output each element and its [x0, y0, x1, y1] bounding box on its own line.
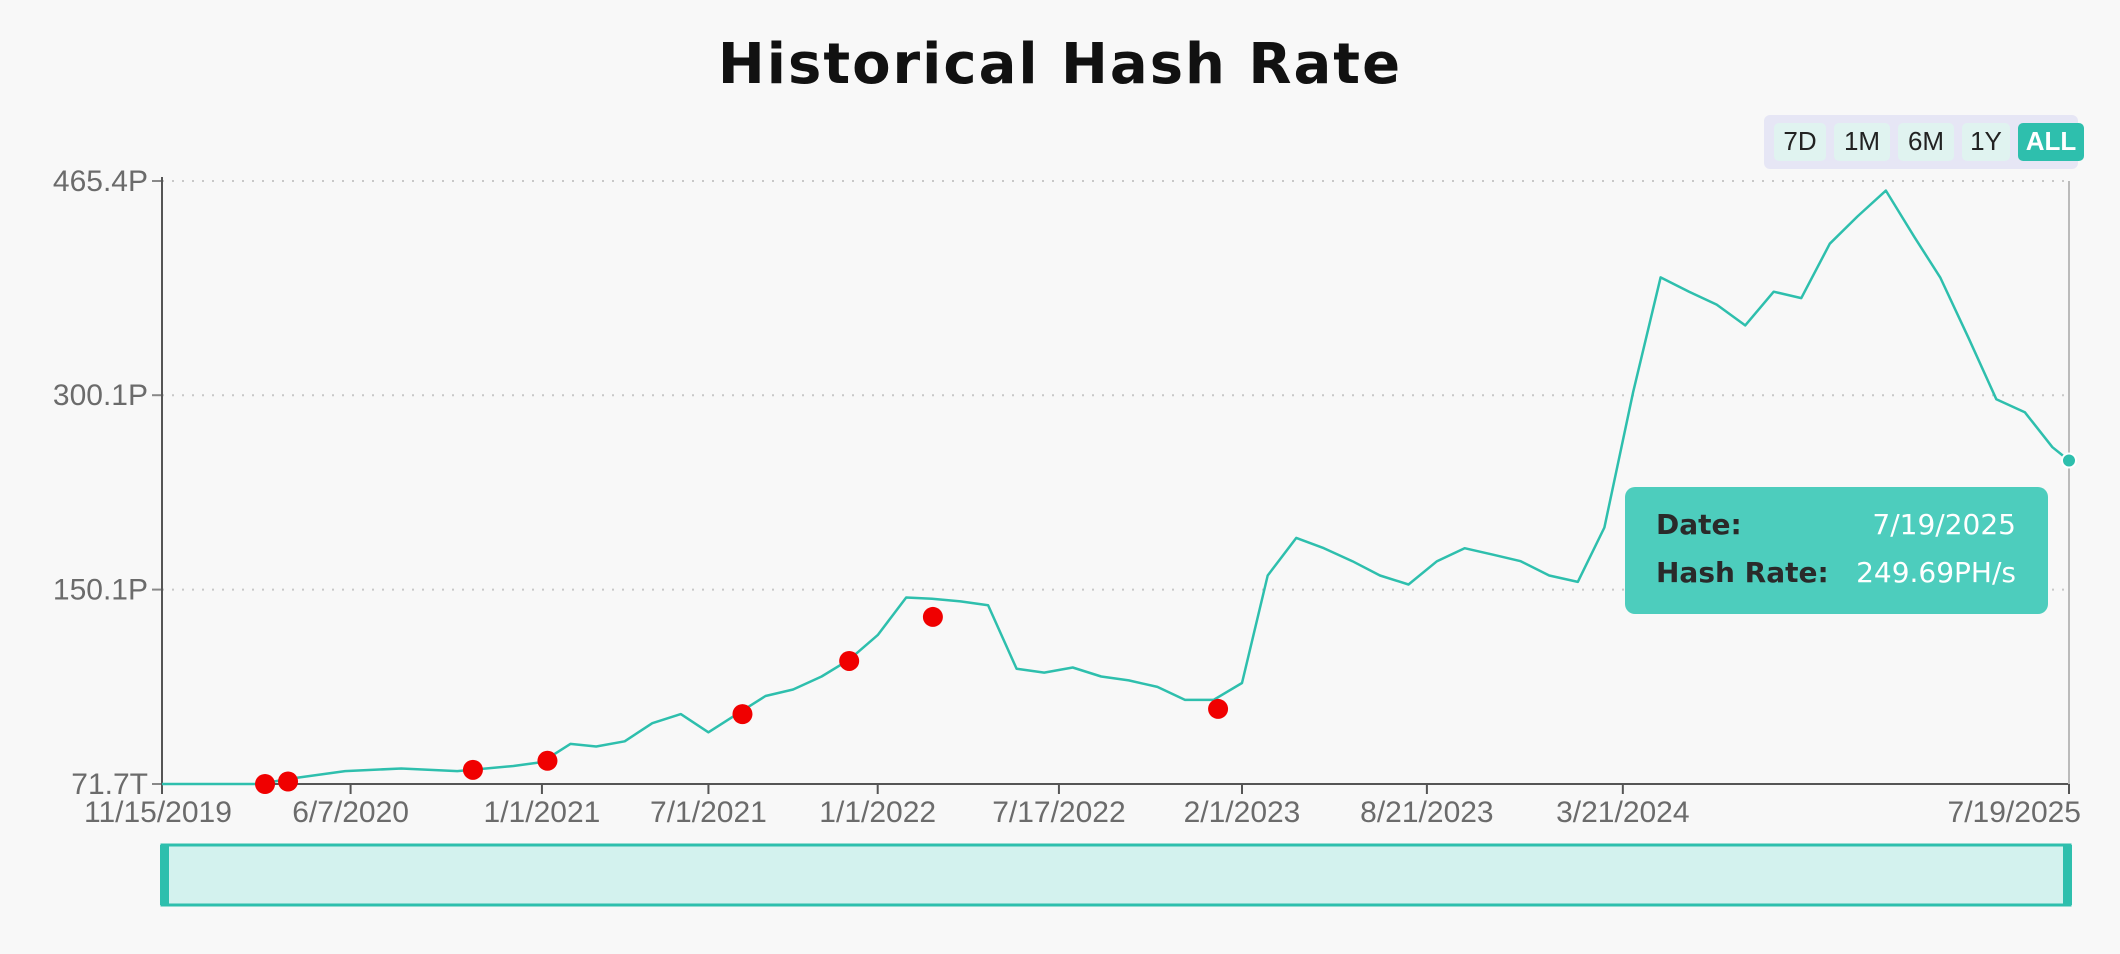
- event-marker: [278, 771, 299, 792]
- x-tick-label: 7/1/2021: [650, 796, 767, 829]
- event-marker: [462, 759, 483, 780]
- tooltip-value-label: Hash Rate:: [1656, 556, 1829, 589]
- event-marker: [1208, 698, 1229, 719]
- x-tick-label: 6/7/2020: [292, 796, 409, 829]
- range-button[interactable]: [1774, 123, 1826, 161]
- navigator[interactable]: [160, 843, 2072, 907]
- tooltip-date-label: Date:: [1656, 508, 1742, 541]
- y-tick-label: 150.1P: [53, 574, 148, 607]
- range-button[interactable]: [1962, 123, 2010, 161]
- event-marker: [255, 774, 276, 794]
- line: [162, 189, 2070, 786]
- tooltip-value: 249.69PH/s: [1856, 556, 2016, 589]
- y-tick-label: 465.4P: [53, 165, 148, 198]
- x-tick-label: 3/21/2024: [1556, 796, 1689, 829]
- range-button[interactable]: [2018, 123, 2084, 161]
- x-tick-label: 1/1/2022: [819, 796, 936, 829]
- hover-point: [2061, 452, 2077, 469]
- range-button-label[interactable]: 1Y: [1970, 126, 2002, 156]
- event-marker: [839, 650, 860, 671]
- y-tick-label: 300.1P: [53, 379, 148, 412]
- x-tick-label: 8/21/2023: [1360, 796, 1493, 829]
- range-button[interactable]: [1834, 123, 1890, 161]
- tooltip: [1625, 487, 2048, 614]
- y-tick-label: 71.7T: [71, 768, 148, 801]
- range-button-label[interactable]: 1M: [1844, 126, 1880, 156]
- range-button-label[interactable]: 6M: [1908, 126, 1944, 156]
- x-tick-label: 11/15/2019: [84, 796, 232, 829]
- navigator-handle[interactable]: [160, 845, 169, 905]
- tooltip-date: 7/19/2025: [1872, 508, 2016, 541]
- x-tick-label: 1/1/2021: [484, 796, 601, 829]
- range-button-label[interactable]: ALL: [2026, 126, 2077, 156]
- event-marker: [537, 750, 558, 771]
- x-tick-label: 2/1/2023: [1184, 796, 1301, 829]
- x-tick-label: 7/17/2022: [992, 796, 1125, 829]
- range-button-label[interactable]: 7D: [1783, 126, 1816, 156]
- event-marker: [922, 606, 943, 627]
- event-marker: [732, 704, 753, 725]
- navigator-handle[interactable]: [2063, 845, 2072, 905]
- chart-title: Historical Hash Rate: [718, 32, 1402, 97]
- x-tick-label: 7/19/2025: [1948, 796, 2081, 829]
- range-button[interactable]: [1898, 123, 1954, 161]
